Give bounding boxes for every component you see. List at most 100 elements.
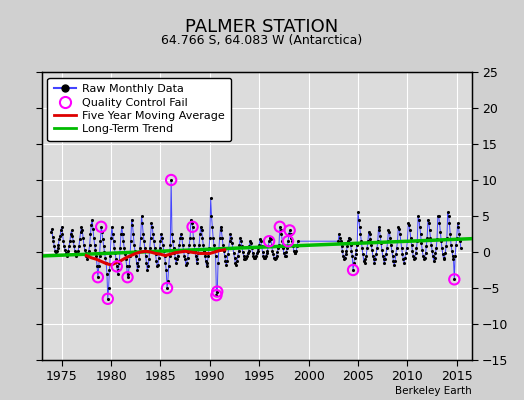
Point	[436, 229, 444, 235]
Point	[228, 240, 236, 246]
Point	[394, 224, 402, 230]
Point	[222, 262, 231, 268]
Point	[68, 233, 77, 239]
Point	[244, 247, 253, 254]
Text: 64.766 S, 64.083 W (Antarctica): 64.766 S, 64.083 W (Antarctica)	[161, 34, 363, 47]
Point	[267, 236, 275, 242]
Point	[287, 234, 296, 241]
Point	[361, 256, 369, 262]
Point	[281, 252, 290, 259]
Point	[367, 242, 375, 248]
Point	[58, 231, 67, 237]
Point	[261, 252, 270, 259]
Point	[342, 247, 351, 254]
Point	[205, 234, 214, 241]
Point	[338, 247, 346, 254]
Point	[346, 242, 355, 248]
Point	[231, 260, 239, 266]
Point	[114, 270, 122, 277]
Point	[368, 252, 377, 259]
Point	[450, 276, 458, 282]
Point	[392, 245, 401, 252]
Point	[145, 256, 153, 262]
Point	[351, 254, 359, 261]
Point	[150, 245, 159, 252]
Point	[401, 254, 409, 261]
Point	[354, 209, 362, 216]
Point	[190, 242, 199, 248]
Point	[182, 260, 191, 266]
Point	[428, 247, 436, 254]
Point	[263, 250, 271, 257]
Point	[183, 254, 192, 261]
Point	[161, 260, 170, 266]
Point	[358, 245, 366, 252]
Point	[113, 263, 121, 270]
Point	[256, 236, 264, 242]
Point	[388, 252, 397, 259]
Text: PALMER STATION: PALMER STATION	[185, 18, 339, 36]
Point	[247, 240, 255, 246]
Point	[398, 251, 407, 257]
Point	[401, 250, 410, 257]
Point	[414, 216, 423, 223]
Point	[238, 249, 247, 255]
Point	[409, 252, 417, 259]
Point	[240, 256, 248, 262]
Point	[391, 258, 399, 264]
Point	[397, 238, 405, 244]
Point	[370, 260, 379, 266]
Point	[224, 251, 232, 257]
Point	[282, 249, 291, 255]
Point	[433, 236, 441, 242]
Point	[117, 231, 125, 237]
Point	[425, 227, 434, 234]
Point	[413, 238, 421, 244]
Point	[91, 247, 100, 253]
Point	[376, 233, 385, 239]
Point	[98, 229, 106, 235]
Point	[218, 234, 226, 241]
Point	[129, 231, 137, 237]
Point	[200, 247, 208, 254]
Point	[91, 242, 99, 248]
Point	[225, 245, 233, 252]
Point	[265, 238, 274, 244]
Point	[150, 238, 158, 244]
Point	[89, 226, 97, 232]
Point	[366, 236, 375, 242]
Point	[66, 238, 74, 244]
Point	[132, 252, 140, 259]
Point	[214, 260, 222, 266]
Point	[335, 231, 343, 237]
Point	[154, 262, 162, 268]
Point	[289, 243, 297, 250]
Point	[216, 224, 225, 230]
Point	[195, 242, 203, 248]
Point	[120, 245, 128, 252]
Point	[151, 251, 160, 257]
Point	[110, 245, 118, 252]
Point	[350, 260, 358, 266]
Point	[369, 256, 378, 262]
Point	[130, 242, 138, 248]
Point	[208, 213, 216, 219]
Point	[336, 238, 345, 244]
Point	[141, 252, 150, 259]
Point	[226, 231, 235, 237]
Point	[231, 254, 239, 261]
Point	[75, 236, 84, 242]
Point	[74, 247, 82, 254]
Point	[219, 242, 227, 248]
Point	[124, 270, 133, 277]
Point	[116, 245, 124, 252]
Point	[189, 234, 198, 241]
Point	[290, 250, 299, 257]
Point	[167, 177, 176, 183]
Point	[346, 236, 354, 242]
Point	[155, 254, 163, 261]
Point	[280, 252, 289, 259]
Point	[196, 224, 205, 230]
Point	[153, 263, 161, 270]
Point	[427, 242, 435, 248]
